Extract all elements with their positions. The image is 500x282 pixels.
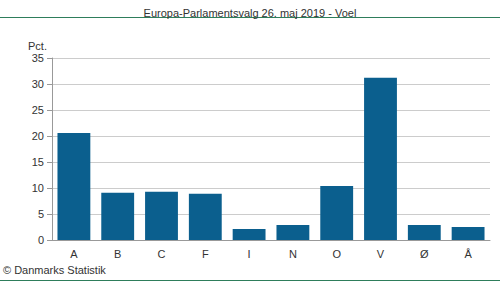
svg-text:Europa-Parlamentsvalg 26. maj: Europa-Parlamentsvalg 26. maj 2019 - Voe… <box>144 7 357 19</box>
svg-text:35: 35 <box>32 52 44 64</box>
svg-text:Pct.: Pct. <box>28 40 47 52</box>
svg-text:0: 0 <box>38 234 44 246</box>
svg-text:O: O <box>332 248 341 260</box>
svg-text:© Danmarks Statistik: © Danmarks Statistik <box>3 264 106 276</box>
svg-text:V: V <box>377 248 385 260</box>
svg-text:F: F <box>202 248 209 260</box>
svg-text:5: 5 <box>38 208 44 220</box>
svg-text:N: N <box>289 248 297 260</box>
svg-text:20: 20 <box>32 130 44 142</box>
svg-text:C: C <box>158 248 166 260</box>
svg-text:I: I <box>248 248 251 260</box>
svg-text:10: 10 <box>32 182 44 194</box>
svg-text:30: 30 <box>32 78 44 90</box>
svg-text:Ø: Ø <box>420 248 429 260</box>
svg-text:A: A <box>70 248 78 260</box>
svg-text:25: 25 <box>32 104 44 116</box>
svg-text:Å: Å <box>464 248 472 260</box>
svg-text:B: B <box>114 248 121 260</box>
svg-text:15: 15 <box>32 156 44 168</box>
